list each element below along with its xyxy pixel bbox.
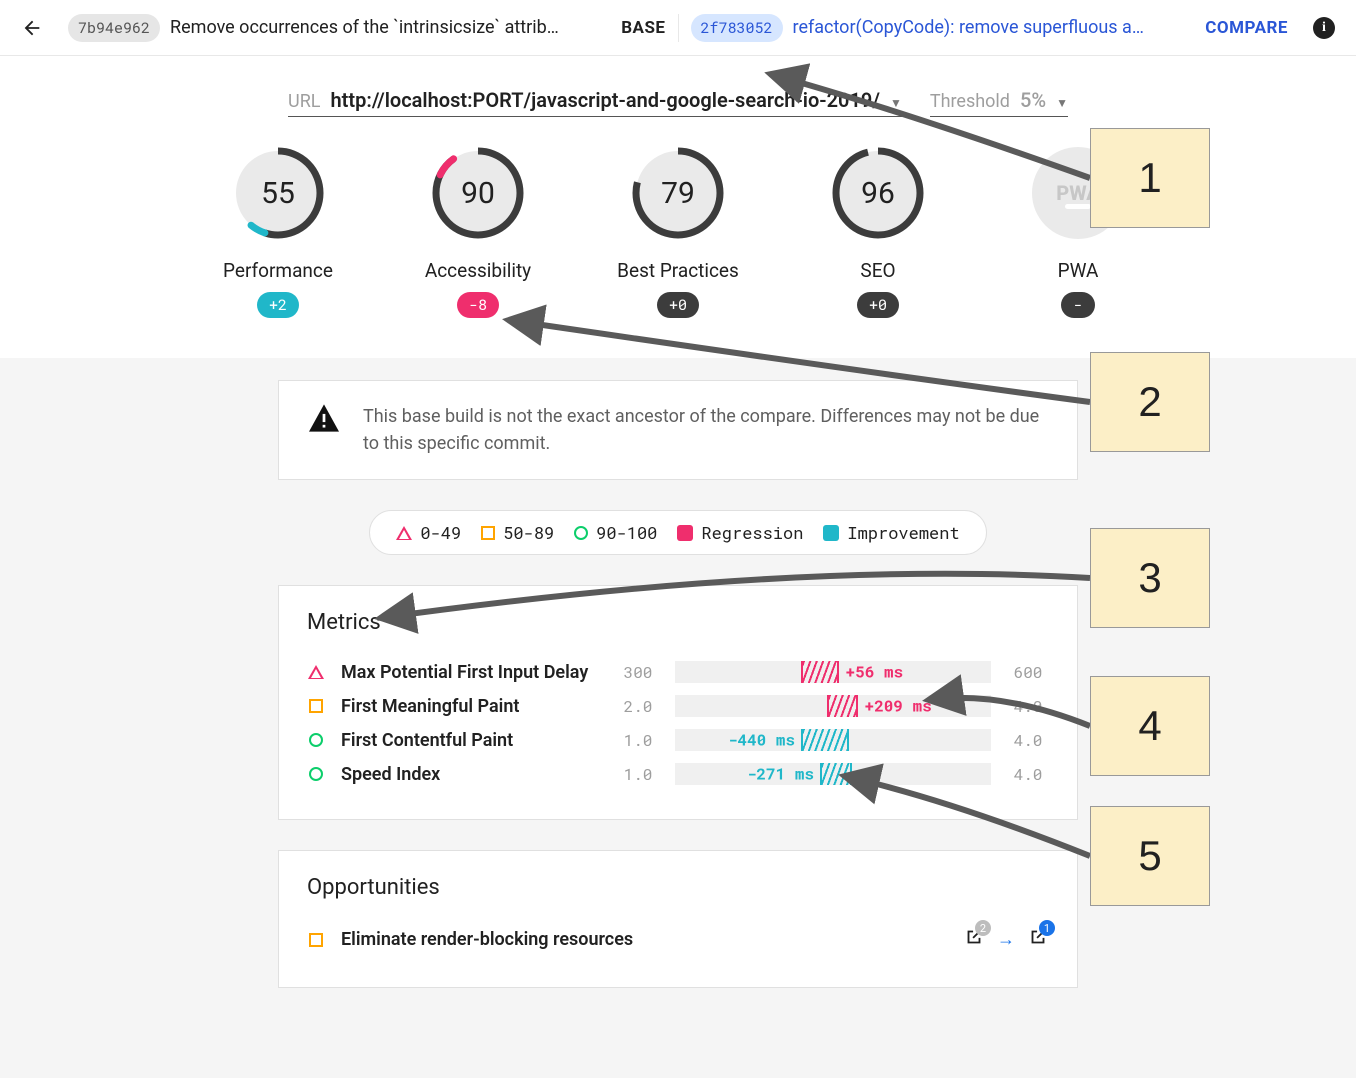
- base-build[interactable]: 7b94e962 Remove occurrences of the `intr…: [56, 14, 678, 42]
- circle-icon: [574, 526, 588, 540]
- legend-range-pass: 90-100: [596, 521, 657, 544]
- legend-improvement: Improvement: [847, 521, 959, 544]
- url-dropdown[interactable]: URL http://localhost:PORT/javascript-and…: [288, 88, 902, 117]
- metric-name: Speed Index: [341, 764, 601, 785]
- metric-shape-icon: [307, 767, 325, 781]
- gauge-label: Best Practices: [617, 259, 739, 282]
- gauge-best-practices[interactable]: 79 Best Practices +0: [613, 143, 743, 318]
- triangle-icon: [396, 526, 412, 540]
- base-hash: 7b94e962: [68, 14, 160, 42]
- gauge-label: Performance: [223, 259, 333, 282]
- metric-delta-label: +56 ms: [846, 662, 904, 683]
- compare-report-link[interactable]: 1: [1027, 926, 1049, 953]
- metric-shape-icon: [307, 699, 325, 713]
- legend-regression: Regression: [701, 521, 803, 544]
- metric-min: 300: [617, 662, 659, 683]
- regression-swatch: [677, 525, 693, 541]
- gauge-performance[interactable]: 55 Performance +2: [213, 143, 343, 318]
- metric-delta-label: +209 ms: [865, 696, 932, 717]
- metric-delta-label: -440 ms: [728, 730, 795, 751]
- metric-row: Speed Index 1.0 -271 ms 4.0: [307, 757, 1049, 791]
- metric-row: First Meaningful Paint 2.0 +209 ms 4.0: [307, 689, 1049, 723]
- metric-delta-label: -271 ms: [747, 764, 814, 785]
- improvement-swatch: [823, 525, 839, 541]
- opportunity-shape-icon: [307, 933, 325, 947]
- score-legend: 0-49 50-89 90-100 Regression Improvement: [369, 510, 986, 555]
- gauge-value: 55: [228, 143, 328, 243]
- threshold-label: Threshold: [930, 91, 1010, 112]
- comparison-header: 7b94e962 Remove occurrences of the `intr…: [0, 0, 1356, 56]
- base-report-link[interactable]: 2: [963, 926, 985, 953]
- info-button[interactable]: i: [1300, 4, 1348, 52]
- compare-hash: 2f783052: [691, 14, 783, 42]
- threshold-dropdown[interactable]: Threshold 5% ▼: [930, 88, 1068, 117]
- warning-text: This base build is not the exact ancesto…: [363, 403, 1049, 457]
- legend-range-avg: 50-89: [503, 521, 554, 544]
- warning-icon: [307, 403, 341, 437]
- legend-range-fail: 0-49: [420, 521, 461, 544]
- info-icon: i: [1313, 17, 1335, 39]
- back-button[interactable]: [8, 4, 56, 52]
- metric-max: 4.0: [1007, 730, 1049, 751]
- delta-badge: -8: [457, 292, 499, 318]
- square-icon: [481, 526, 495, 540]
- metric-max: 600: [1007, 662, 1049, 683]
- delta-badge: +0: [857, 292, 899, 318]
- gauge-value: 96: [828, 143, 928, 243]
- opportunity-name: Eliminate render-blocking resources: [341, 929, 947, 950]
- gauge-label: PWA: [1058, 259, 1099, 282]
- chevron-down-icon: ▼: [1056, 96, 1068, 110]
- metric-shape-icon: [307, 665, 325, 679]
- metric-bar: +56 ms: [675, 661, 991, 683]
- metric-bar: -271 ms: [675, 763, 991, 785]
- url-threshold-row: URL http://localhost:PORT/javascript-and…: [0, 88, 1356, 117]
- gauge-accessibility[interactable]: 90 Accessibility -8: [413, 143, 543, 318]
- arrow-right-icon: →: [997, 929, 1015, 950]
- opportunities-panel: Opportunities Eliminate render-blocking …: [278, 850, 1078, 988]
- metric-min: 1.0: [617, 764, 659, 785]
- metric-name: First Meaningful Paint: [341, 696, 601, 717]
- base-count-badge: 2: [975, 920, 991, 936]
- base-tag: BASE: [621, 18, 665, 38]
- opportunity-row[interactable]: Eliminate render-blocking resources 2 → …: [307, 920, 1049, 959]
- opportunities-title: Opportunities: [307, 875, 1049, 900]
- chevron-down-icon: ▼: [890, 96, 902, 110]
- gauge-label: Accessibility: [425, 259, 531, 282]
- compare-title: refactor(CopyCode): remove superfluous a…: [793, 17, 1196, 38]
- metric-row: First Contentful Paint 1.0 -440 ms 4.0: [307, 723, 1049, 757]
- metrics-title: Metrics: [307, 610, 1049, 635]
- threshold-value: 5%: [1020, 88, 1046, 112]
- metrics-panel: Metrics Max Potential First Input Delay …: [278, 585, 1078, 820]
- metric-name: First Contentful Paint: [341, 730, 601, 751]
- gauge-value: 79: [628, 143, 728, 243]
- compare-tag: COMPARE: [1205, 18, 1288, 38]
- gauge-pwa[interactable]: PWA PWA -: [1013, 143, 1143, 318]
- metric-max: 4.0: [1007, 696, 1049, 717]
- metric-min: 1.0: [617, 730, 659, 751]
- gauge-label: SEO: [860, 259, 895, 282]
- compare-build[interactable]: 2f783052 refactor(CopyCode): remove supe…: [678, 14, 1301, 42]
- gauge-value: 90: [428, 143, 528, 243]
- url-value: http://localhost:PORT/javascript-and-goo…: [331, 88, 880, 112]
- gauge-value: PWA: [1028, 143, 1128, 243]
- metric-min: 2.0: [617, 696, 659, 717]
- gauge-seo[interactable]: 96 SEO +0: [813, 143, 943, 318]
- delta-badge: +0: [657, 292, 699, 318]
- score-gauges: 55 Performance +2 90 Accessibility -8 79 Best…: [0, 143, 1356, 358]
- metric-max: 4.0: [1007, 764, 1049, 785]
- metric-bar: +209 ms: [675, 695, 991, 717]
- ancestor-warning: This base build is not the exact ancesto…: [278, 380, 1078, 480]
- delta-badge: +2: [257, 292, 299, 318]
- metric-shape-icon: [307, 733, 325, 747]
- metric-row: Max Potential First Input Delay 300 +56 …: [307, 655, 1049, 689]
- base-title: Remove occurrences of the `intrinsicsize…: [170, 17, 611, 38]
- url-label: URL: [288, 91, 320, 112]
- delta-badge: -: [1061, 292, 1094, 318]
- metric-bar: -440 ms: [675, 729, 991, 751]
- compare-count-badge: 1: [1039, 920, 1055, 936]
- metric-name: Max Potential First Input Delay: [341, 662, 601, 683]
